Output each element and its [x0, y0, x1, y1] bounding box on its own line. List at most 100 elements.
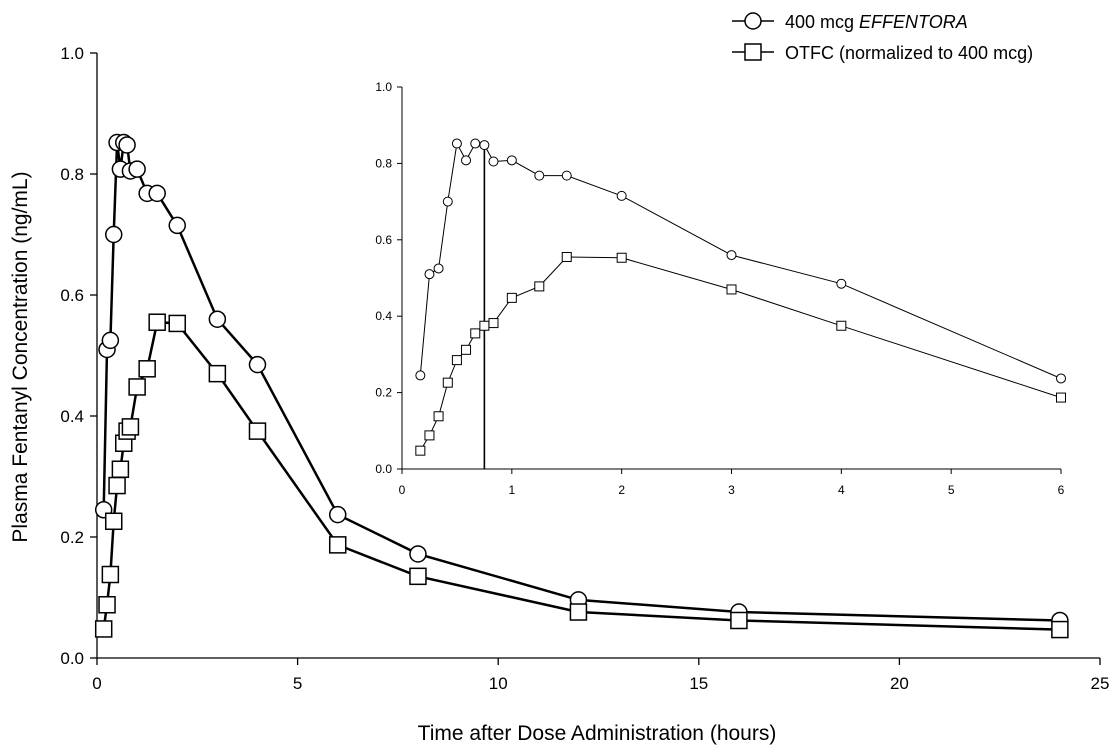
main-plot: 0 5 10 15 20 250.00.20.40.60.81.0 [60, 44, 1109, 693]
x-axis-title: Time after Dose Administration (hours) [418, 722, 777, 745]
data-point-effentora [148, 184, 166, 203]
data-point-effentora [118, 136, 136, 154]
data-point-otfc [128, 378, 146, 396]
inset-y-tick-label: 0.6 [375, 233, 392, 247]
inset-data-point-otfc [836, 320, 847, 331]
data-point-otfc [108, 476, 126, 495]
y-tick-label: 0.4 [60, 407, 84, 426]
data-point-effentora [409, 545, 427, 563]
data-point-otfc [111, 460, 130, 478]
x-tick-label: 20 [890, 674, 909, 693]
data-point-otfc [168, 314, 186, 333]
inset-data-point-otfc [479, 320, 490, 331]
inset-data-point-otfc [561, 251, 572, 262]
inset-data-point-effentora [836, 278, 847, 289]
legend-entry-otfc: OTFC (normalized to 400 mcg) [732, 43, 1033, 63]
inset-data-point-otfc [1056, 392, 1066, 403]
y-tick-label: 0.8 [60, 165, 84, 184]
inset-data-point-effentora [433, 263, 444, 274]
data-point-otfc [328, 536, 347, 554]
inset-data-point-effentora [506, 155, 517, 166]
inset-data-point-otfc [534, 281, 545, 292]
inset-series-line-effentora [419, 141, 1062, 379]
data-point-effentora [248, 355, 267, 374]
y-tick-label: 0.6 [60, 286, 84, 305]
inset-x-tick-label: 2 [618, 483, 625, 497]
inset-data-point-otfc [470, 328, 481, 339]
x-tick-label: 10 [489, 674, 508, 693]
data-point-otfc [94, 620, 113, 638]
data-point-otfc [208, 364, 227, 383]
inset-data-point-effentora [442, 196, 453, 207]
legend-marker-square [744, 43, 762, 61]
inset-y-tick-label: 0.8 [375, 156, 392, 170]
data-point-otfc [730, 611, 748, 630]
x-tick-label: 25 [1091, 674, 1110, 693]
inset-data-point-effentora [616, 190, 627, 201]
data-point-effentora [168, 216, 186, 235]
data-point-otfc [98, 596, 116, 614]
inset-data-point-otfc [451, 355, 462, 366]
inset-data-point-effentora [726, 250, 737, 261]
data-point-effentora [328, 505, 347, 524]
data-point-effentora [128, 160, 146, 178]
legend-marker-circle [744, 12, 762, 30]
inset-x-tick-label: 6 [1058, 483, 1065, 497]
inset-x-tick-label: 1 [508, 483, 515, 497]
inset-data-point-effentora [451, 138, 462, 149]
inset-data-point-effentora [470, 138, 481, 149]
inset-data-point-otfc [461, 344, 472, 355]
legend-label-effentora: 400 mcg EFFENTORA [785, 12, 968, 32]
inset-x-tick-label: 0 [399, 483, 406, 497]
inset-data-point-effentora [1056, 373, 1066, 384]
series-line-otfc [102, 320, 1060, 631]
data-point-otfc [121, 418, 140, 436]
data-point-effentora [101, 331, 120, 350]
data-point-otfc [101, 565, 120, 584]
y-axis-title: Plasma Fentanyl Concentration (ng/mL) [9, 171, 32, 542]
inset-data-point-otfc [506, 292, 517, 303]
inset-data-point-otfc [616, 252, 627, 263]
legend-entry-effentora: 400 mcg EFFENTORA [732, 12, 968, 32]
data-point-otfc [1051, 620, 1069, 639]
data-point-effentora [104, 225, 123, 244]
inset-y-tick-label: 0.4 [375, 309, 392, 323]
legend-label-otfc: OTFC (normalized to 400 mcg) [785, 43, 1033, 63]
data-point-otfc [148, 313, 166, 331]
inset-data-point-effentora [561, 170, 572, 181]
inset-data-point-otfc [442, 377, 453, 388]
y-tick-label: 0.2 [60, 528, 84, 547]
inset-data-point-effentora [415, 370, 426, 381]
inset-y-tick-label: 0.0 [375, 462, 392, 476]
inset-x-tick-label: 3 [728, 483, 735, 497]
y-tick-label: 1.0 [60, 44, 84, 63]
data-point-otfc [409, 567, 427, 586]
inset-data-point-effentora [424, 269, 435, 280]
inset-data-point-effentora [488, 156, 499, 167]
inset-data-point-effentora [479, 140, 490, 151]
x-tick-label: 15 [689, 674, 708, 693]
data-point-otfc [248, 422, 267, 440]
x-tick-label: 0 [92, 674, 101, 693]
inset-data-point-otfc [433, 411, 444, 422]
inset-data-point-otfc [726, 284, 737, 295]
data-point-otfc [104, 512, 123, 531]
inset-data-point-otfc [488, 318, 499, 329]
inset-data-point-effentora [461, 155, 472, 166]
y-tick-label: 0.0 [60, 649, 84, 668]
data-point-effentora [208, 310, 227, 328]
inset-y-tick-label: 1.0 [375, 80, 392, 94]
inset-x-tick-label: 4 [838, 483, 845, 497]
inset-plot: 0 1 2 3 4 5 6 0.0 0.2 0.4 0.6 0.8 1.0 [375, 80, 1066, 497]
inset-x-tick-label: 5 [948, 483, 955, 497]
inset-y-tick-label: 0.2 [375, 386, 392, 400]
data-point-otfc [569, 603, 588, 621]
x-tick-label: 5 [293, 674, 302, 693]
inset-series-line-otfc [419, 256, 1062, 451]
inset-data-point-otfc [424, 430, 435, 441]
inset-data-point-effentora [534, 170, 545, 181]
legend: 400 mcg EFFENTORA OTFC (normalized to 40… [732, 12, 1033, 63]
inset-data-point-otfc [415, 445, 426, 456]
